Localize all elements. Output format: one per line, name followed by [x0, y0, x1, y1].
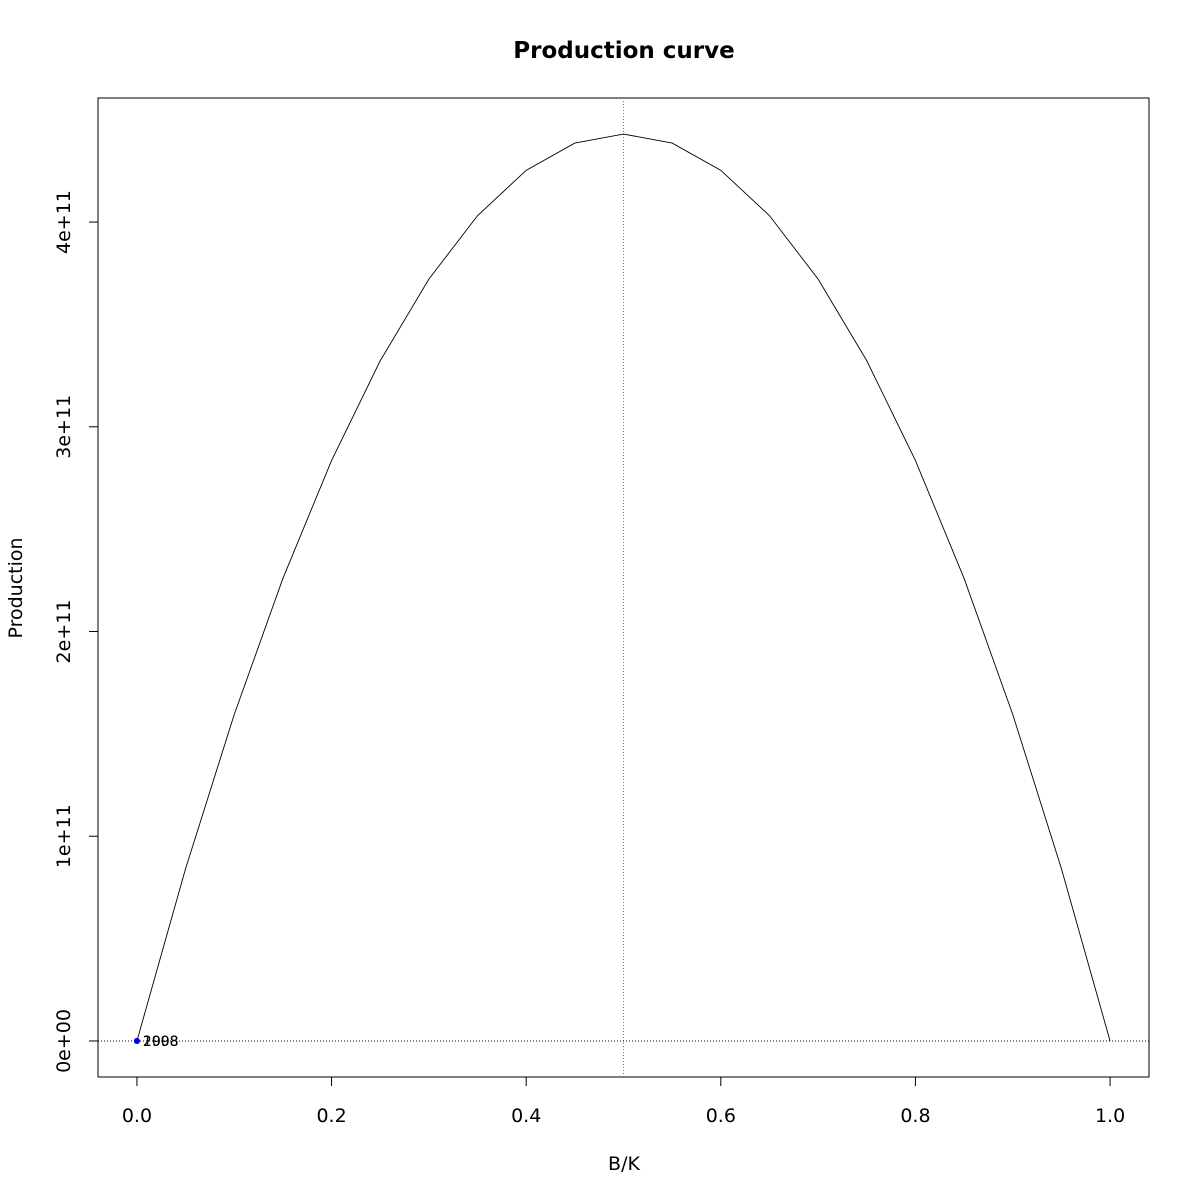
chart-title: Production curve: [513, 38, 734, 64]
x-tick-label: 0.6: [706, 1105, 736, 1127]
y-tick-label: 3e+11: [53, 395, 75, 459]
y-tick-label: 0e+00: [53, 1009, 75, 1073]
y-tick-label: 4e+11: [53, 190, 75, 254]
y-tick-label: 1e+11: [53, 804, 75, 868]
x-tick-label: 0.2: [316, 1105, 346, 1127]
point-label: 2008: [143, 1034, 179, 1050]
x-tick-label: 0.8: [900, 1105, 930, 1127]
x-axis-label: B/K: [608, 1153, 640, 1175]
y-tick-label: 2e+11: [53, 600, 75, 664]
curve: [136, 133, 1111, 1042]
x-tick-label: 0.4: [511, 1105, 541, 1127]
x-tick-label: 0.0: [122, 1105, 152, 1127]
y-axis-label: Production: [5, 537, 27, 638]
data-point: [133, 1037, 140, 1044]
x-tick-label: 1.0: [1095, 1105, 1125, 1127]
point-label: 1998: [143, 1034, 179, 1050]
